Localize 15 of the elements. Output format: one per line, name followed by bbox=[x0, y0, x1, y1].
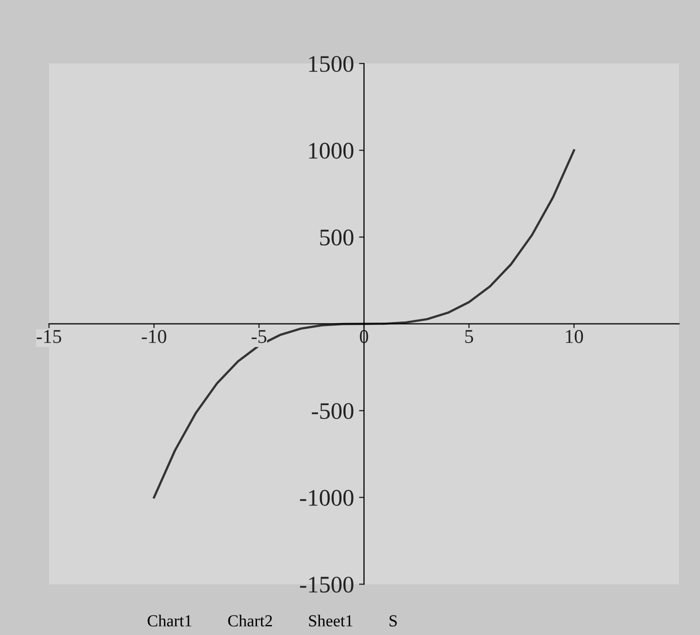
text: Sheet1 bbox=[309, 614, 352, 626]
y-tick-label: 1000 bbox=[309, 142, 354, 159]
caption: Chart2 bbox=[228, 614, 272, 626]
x-tick-label: 10 bbox=[566, 330, 583, 344]
caption: Chart1 bbox=[148, 614, 192, 626]
y-tick-label: -500 bbox=[312, 403, 354, 420]
x-tick-label: 5 bbox=[465, 330, 474, 344]
y-tick-label: -1000 bbox=[300, 490, 354, 506]
y-tick-label: -1500 bbox=[300, 576, 354, 593]
y-tick-label: 500 bbox=[320, 230, 354, 246]
x-tick-label: -5 bbox=[252, 330, 266, 344]
text: S bbox=[390, 615, 397, 626]
x-tick-label: -15 bbox=[36, 330, 62, 344]
x-tick-label: -10 bbox=[142, 330, 166, 344]
y-tick-label: 1500 bbox=[309, 56, 354, 72]
